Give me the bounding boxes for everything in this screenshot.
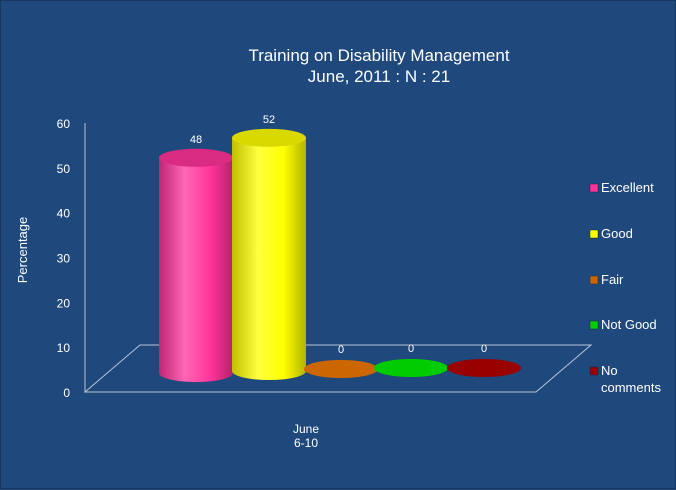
bar-disc-2 (304, 360, 378, 378)
legend-label-2: Fair (601, 272, 624, 287)
legend-label-0: Excellent (601, 180, 654, 195)
data-label-2: 0 (338, 344, 344, 356)
bar-top-0 (159, 148, 233, 167)
legend-swatch-4 (589, 366, 599, 376)
data-labels: 48 52 0 0 0 (190, 114, 487, 356)
y-tick-label: 60 (57, 117, 71, 131)
y-tick-label: 10 (57, 341, 71, 355)
legend-swatch-1 (589, 229, 599, 239)
chart-floor (83, 344, 593, 393)
bar-top-1 (232, 128, 306, 147)
chart-title-line-1: Training on Disability Management (248, 46, 509, 65)
floor-plane (83, 344, 593, 393)
data-label-3: 0 (408, 343, 414, 355)
bar-body-1 (232, 137, 306, 380)
legend-label-4: No (601, 363, 618, 378)
legend-swatch-2 (589, 275, 599, 285)
x-category-label-line-2: 6-10 (294, 436, 318, 450)
y-tick-label: 30 (57, 252, 71, 266)
bar-disc-4 (447, 359, 521, 377)
legend-label-3: Not Good (601, 317, 657, 332)
bar-disc-3 (374, 359, 448, 377)
legend: Excellent Good Fair Not Good No comments (589, 180, 661, 395)
y-tick-label: 50 (57, 162, 71, 176)
legend-label-1: Good (601, 226, 633, 241)
bar-body-0 (159, 157, 233, 382)
data-label-1: 52 (263, 114, 275, 126)
bars (159, 128, 521, 382)
data-label-0: 48 (190, 134, 202, 146)
y-tick-label: 0 (63, 386, 70, 400)
legend-label-4-cont: comments (601, 380, 661, 395)
chart-title-line-2: June, 2011 : N : 21 (308, 67, 450, 86)
data-label-4: 0 (481, 343, 487, 355)
legend-swatch-3 (589, 320, 599, 330)
legend-swatch-0 (589, 183, 599, 193)
y-axis: 0 10 20 30 40 50 60 (57, 117, 86, 400)
y-tick-label: 40 (57, 207, 71, 221)
y-axis-label: Percentage (15, 217, 30, 284)
y-tick-label: 20 (57, 296, 71, 310)
x-category-label-line-1: June (293, 422, 319, 436)
